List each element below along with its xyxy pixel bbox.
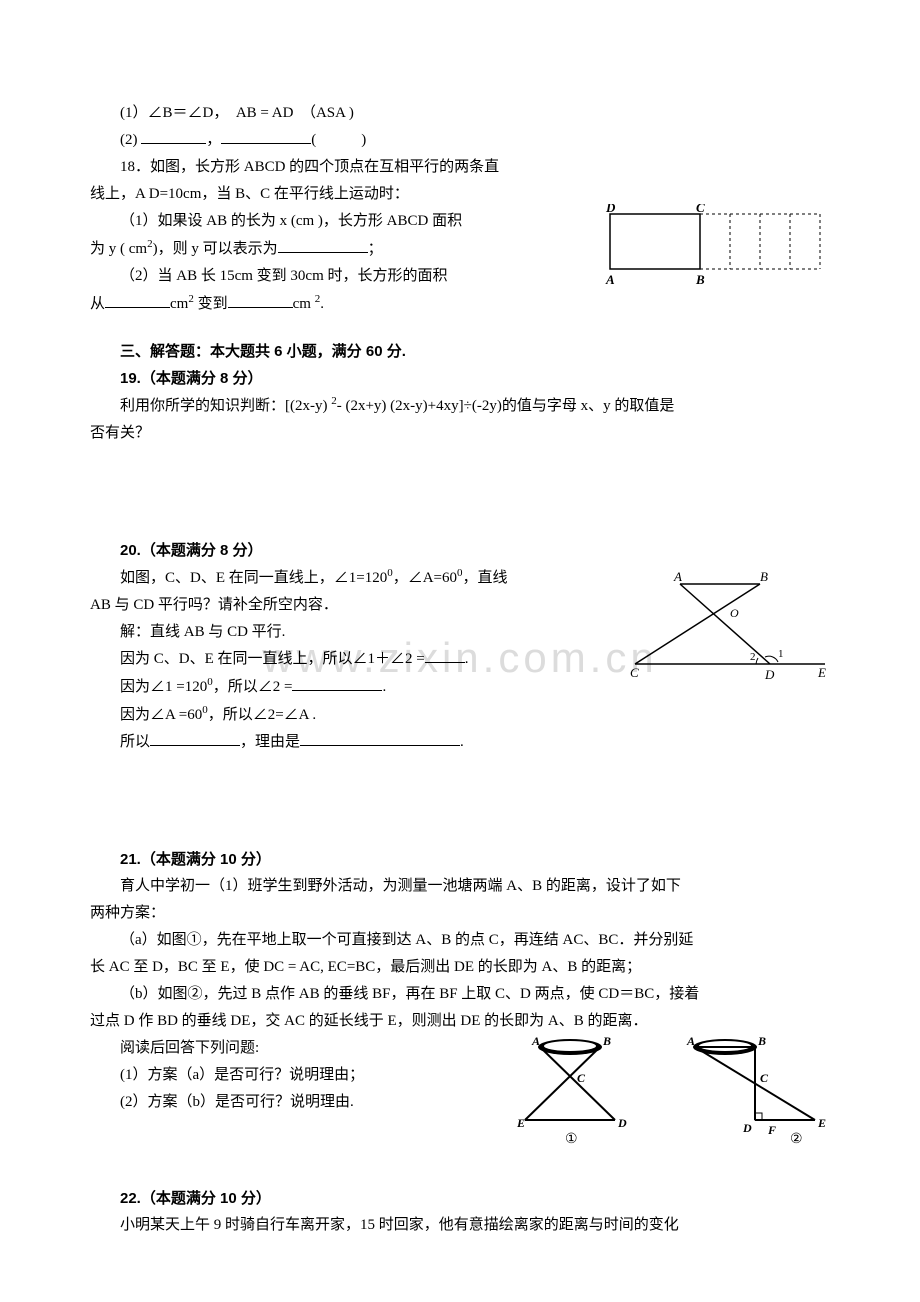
q18-figure: D C A B xyxy=(600,154,830,318)
q20-l6: 因为∠A =600，所以∠2=∠A . xyxy=(90,701,620,729)
svg-text:D: D xyxy=(742,1121,752,1135)
svg-text:1: 1 xyxy=(778,648,784,660)
svg-text:①: ① xyxy=(565,1132,578,1147)
q19-body-l3: 否有关？ xyxy=(90,420,830,447)
q18-p2-l2-suffix: . xyxy=(320,296,324,312)
q21-l7: 阅读后回答下列问题: xyxy=(90,1035,510,1062)
q20-l4-pre: 因为 C、D、E 在同一直线上，所以∠1＋∠2 = xyxy=(120,651,425,667)
q20-l5-pre: 因为∠1 =120 xyxy=(120,679,207,695)
q18-p2-l2-mid2: 变到 xyxy=(194,296,228,312)
svg-text:D: D xyxy=(605,204,616,215)
q17-l2-comma: ， xyxy=(206,132,221,148)
svg-text:B: B xyxy=(760,569,768,584)
q21-l1: 育人中学初一（1）班学生到野外活动，为测量一池塘两端 A、B 的距离，设计了如下 xyxy=(90,873,830,900)
q21-l5: （b）如图②，先过 B 点作 AB 的垂线 BF，再在 BF 上取 C、D 两点… xyxy=(90,981,830,1008)
q21-l8: (1）方案（a）是否可行？说明理由； xyxy=(90,1062,510,1089)
q18-text: 18．如图，长方形 ABCD 的四个顶点在互相平行的两条直 线上，A D=10c… xyxy=(90,154,600,318)
q17-l2-prefix: (2) xyxy=(120,132,141,148)
q17-line1: (1）∠B＝∠D， AB = AD （ASA ) xyxy=(90,100,830,127)
section3-title: 三、解答题：本大题共 6 小题，满分 60 分. xyxy=(90,338,830,365)
svg-text:②: ② xyxy=(790,1132,803,1147)
svg-text:E: E xyxy=(516,1116,525,1130)
q21-l2: 两种方案： xyxy=(90,900,830,927)
q20-l1: 如图，C、D、E 在同一直线上，∠1=1200，∠A=600，直线 xyxy=(90,564,620,592)
q20-figure: A B O C D E 1 2 xyxy=(620,564,830,756)
q20-l7-mid: ，理由是 xyxy=(240,734,300,750)
svg-text:D: D xyxy=(764,667,775,682)
q18-p1-l2-suffix: ； xyxy=(368,241,383,257)
q18-p1-l2-mid: )，则 y 可以表示为 xyxy=(153,241,278,257)
q20-l4: 因为 C、D、E 在同一直线上，所以∠1＋∠2 =. xyxy=(90,646,620,673)
q20-l7: 所以 ，理由是. xyxy=(90,729,620,756)
svg-text:E: E xyxy=(817,665,826,680)
q20-l6-a: 因为∠A =60 xyxy=(120,707,202,723)
q18-p2-l2: 从cm2 变到cm 2. xyxy=(90,290,600,318)
svg-text:C: C xyxy=(577,1071,586,1085)
q18: 18．如图，长方形 ABCD 的四个顶点在互相平行的两条直 线上，A D=10c… xyxy=(90,154,830,318)
q21-lower-text: 阅读后回答下列问题: (1）方案（a）是否可行？说明理由； (2）方案（b）是否… xyxy=(90,1035,510,1165)
q20-l5: 因为∠1 =1200，所以∠2 =. xyxy=(90,673,620,701)
svg-text:A: A xyxy=(686,1035,695,1048)
q20-l5-mid: ，所以∠2 = xyxy=(213,679,293,695)
q22-l1: 小明某天上午 9 时骑自行车离开家，15 时回家，他有意描绘离家的距离与时间的变… xyxy=(90,1212,830,1239)
q20: 如图，C、D、E 在同一直线上，∠1=1200，∠A=600，直线 AB 与 C… xyxy=(90,564,830,756)
svg-text:C: C xyxy=(760,1071,769,1085)
fig21-svg: A B C E D ① A B C D F E xyxy=(510,1035,830,1155)
q20-l6-b: ，所以∠2=∠A . xyxy=(208,707,316,723)
q19-body-l1: 利用你所学的知识判断：[(2x-y) xyxy=(120,398,331,414)
q19-body-l2: - (2x+y) (2x-y)+4xy]÷(-2y)的值与字母 x、y 的取值是 xyxy=(337,398,675,414)
svg-text:C: C xyxy=(696,204,705,215)
q20-l3: 解：直线 AB 与 CD 平行. xyxy=(90,619,620,646)
fig20-svg: A B O C D E 1 2 xyxy=(630,569,830,689)
q20-l4-suf: . xyxy=(465,651,469,667)
q21-figure: A B C E D ① A B C D F E xyxy=(510,1035,830,1165)
q20-l1-b: ，∠A=60 xyxy=(393,570,457,586)
q17-line2: (2) ， ( ) xyxy=(90,127,830,154)
q20-l7-pre: 所以 xyxy=(120,734,150,750)
q17-l2-suffix: ( ) xyxy=(311,132,366,148)
q20-l7-suf: . xyxy=(460,734,464,750)
q21-l6: 过点 D 作 BD 的垂线 DE，交 AC 的延长线于 E，则测出 DE 的长即… xyxy=(90,1008,830,1035)
q18-p2-l2-mid1: cm xyxy=(170,296,188,312)
q21-title: 21.（本题满分 10 分） xyxy=(90,846,830,873)
svg-text:C: C xyxy=(630,665,639,680)
svg-text:A: A xyxy=(673,569,682,584)
q20-title: 20.（本题满分 8 分） xyxy=(90,537,830,564)
q18-p1-l2-prefix: 为 y ( cm xyxy=(90,241,147,257)
svg-text:2: 2 xyxy=(750,651,756,663)
q21-l4: 长 AC 至 D，BC 至 E，使 DC = AC, EC=BC，最后测出 DE… xyxy=(90,954,830,981)
q18-p2-l2-prefix: 从 xyxy=(90,296,105,312)
svg-text:B: B xyxy=(602,1035,611,1048)
svg-text:D: D xyxy=(617,1116,627,1130)
q18-intro-l1: 18．如图，长方形 ABCD 的四个顶点在互相平行的两条直 xyxy=(90,154,600,181)
q21-l9: (2）方案（b）是否可行？说明理由. xyxy=(90,1089,510,1116)
svg-text:A: A xyxy=(605,272,615,287)
q20-text: 如图，C、D、E 在同一直线上，∠1=1200，∠A=600，直线 AB 与 C… xyxy=(90,564,620,756)
q17: (1）∠B＝∠D， AB = AD （ASA ) (2) ， ( ) xyxy=(90,100,830,154)
svg-text:B: B xyxy=(757,1035,766,1048)
svg-text:A: A xyxy=(531,1035,540,1048)
q18-p1-l1: （1）如果设 AB 的长为 x (cm )，长方形 ABCD 面积 xyxy=(90,208,600,235)
q18-p2-l2-mid3: cm xyxy=(293,296,315,312)
q21-lower: 阅读后回答下列问题: (1）方案（a）是否可行？说明理由； (2）方案（b）是否… xyxy=(90,1035,830,1165)
svg-text:F: F xyxy=(767,1123,776,1137)
svg-text:E: E xyxy=(817,1116,826,1130)
q20-l2: AB 与 CD 平行吗？请补全所空内容． xyxy=(90,592,620,619)
q20-l1-c: ，直线 xyxy=(463,570,508,586)
q18-intro-l2: 线上，A D=10cm，当 B、C 在平行线上运动时： xyxy=(90,181,600,208)
q18-p1-l2: 为 y ( cm2)，则 y 可以表示为； xyxy=(90,235,600,263)
q20-l1-a: 如图，C、D、E 在同一直线上，∠1=120 xyxy=(120,570,387,586)
q22-title: 22.（本题满分 10 分） xyxy=(90,1185,830,1212)
svg-text:O: O xyxy=(730,606,739,620)
fig18-svg: D C A B xyxy=(600,204,830,294)
q18-p2-l1: （2）当 AB 长 15cm 变到 30cm 时，长方形的面积 xyxy=(90,263,600,290)
svg-text:B: B xyxy=(695,272,705,287)
q20-l5-suf: . xyxy=(382,679,386,695)
q19-body: 利用你所学的知识判断：[(2x-y) 2- (2x+y) (2x-y)+4xy]… xyxy=(90,392,830,420)
q21-l3: （a）如图①，先在平地上取一个可直接到达 A、B 的点 C，再连结 AC、BC．… xyxy=(90,927,830,954)
q19-title: 19.（本题满分 8 分） xyxy=(90,365,830,392)
